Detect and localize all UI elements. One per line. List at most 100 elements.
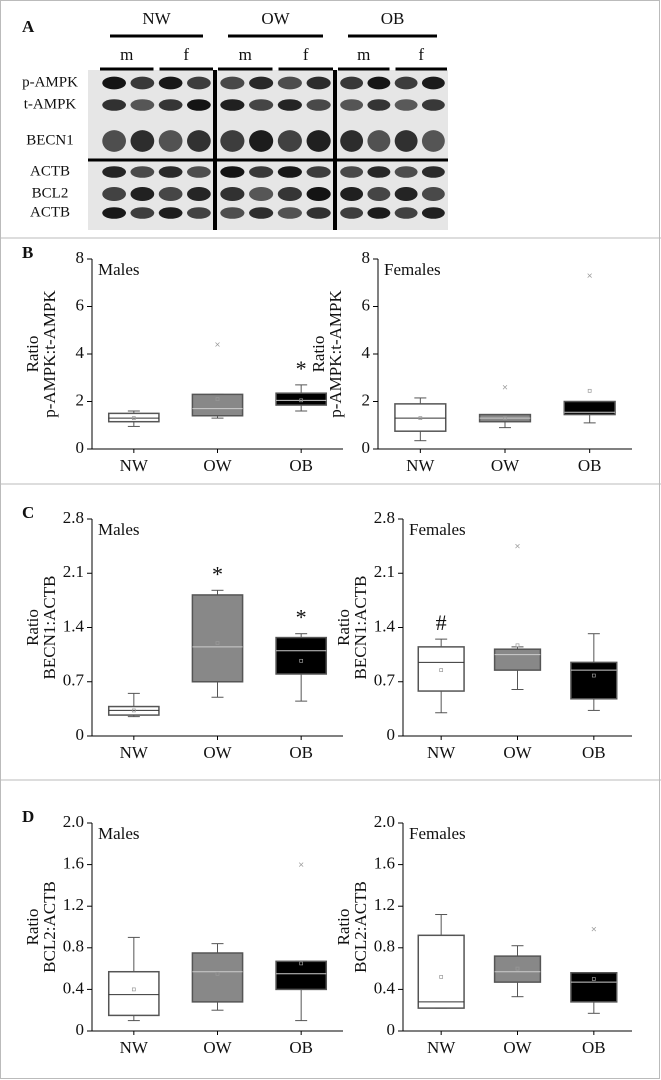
x-tick-label: OW [203, 743, 232, 762]
blot-band [158, 186, 183, 202]
x-tick-label: OB [582, 743, 606, 762]
group-label: OW [261, 9, 290, 28]
y-axis-label: Ratio [334, 909, 353, 946]
blot-band [220, 207, 245, 219]
y-tick-label: 1.6 [63, 854, 84, 873]
outlier [502, 385, 508, 390]
blot-band [340, 130, 364, 152]
significance-marker: * [212, 561, 223, 586]
sex-label: f [418, 45, 424, 64]
blot-band [102, 76, 126, 90]
outlier [587, 273, 592, 278]
box [493, 648, 542, 671]
x-tick-label: NW [427, 1038, 456, 1057]
y-tick-label: 0 [387, 1020, 396, 1039]
blot-band [187, 186, 211, 202]
mean-marker [215, 397, 220, 401]
y-tick-label: 2.0 [63, 812, 84, 831]
x-tick-label: OB [289, 743, 313, 762]
x-tick-label: OW [203, 1038, 232, 1057]
y-tick-label: 6 [362, 295, 371, 314]
blot-band [367, 166, 391, 178]
blot-band [367, 130, 391, 152]
y-tick-label: 0.7 [63, 671, 85, 690]
blot-band [306, 99, 331, 111]
blot-band [306, 76, 331, 90]
blot-band [249, 207, 274, 219]
x-tick-label: NW [120, 1038, 149, 1057]
y-tick-label: 1.2 [63, 895, 84, 914]
blot-band [249, 166, 274, 178]
blot-band [102, 130, 126, 152]
x-tick-label: OW [203, 456, 232, 475]
y-tick-label: 0 [76, 1020, 85, 1039]
y-axis-label: Ratio [23, 909, 42, 946]
y-tick-label: 2.1 [63, 562, 84, 581]
significance-marker: * [296, 605, 307, 630]
panel-label: B [22, 243, 33, 262]
mean-marker [299, 658, 304, 663]
y-tick-label: 0.4 [374, 978, 396, 997]
panel-label: C [22, 503, 34, 522]
y-tick-label: 2.8 [374, 508, 395, 527]
chart-title: Males [98, 520, 140, 539]
blot-band [130, 207, 155, 219]
mean-marker [591, 977, 596, 981]
x-tick-label: OB [289, 1038, 313, 1057]
blot-band [340, 76, 364, 90]
sex-label: f [303, 45, 309, 64]
sex-label: m [120, 45, 133, 64]
blot-band [158, 130, 183, 152]
y-tick-label: 0.7 [374, 671, 396, 690]
x-tick-label: NW [120, 456, 149, 475]
blot-band [394, 186, 418, 202]
sex-label: f [183, 45, 189, 64]
x-tick-label: OW [503, 743, 532, 762]
blot-band [277, 99, 302, 111]
blot-band [187, 130, 211, 152]
outlier [298, 862, 304, 867]
y-tick-label: 2 [362, 390, 371, 409]
blot-band [220, 99, 245, 111]
y-tick-label: 1.6 [374, 854, 395, 873]
box [394, 403, 447, 432]
row-label: p-AMPK [22, 74, 78, 90]
significance-marker: * [296, 356, 307, 381]
blot-band [187, 166, 211, 178]
row-label: ACTB [30, 204, 70, 220]
blot-band [158, 166, 183, 178]
y-tick-label: 1.2 [374, 895, 395, 914]
blot-band [306, 186, 331, 202]
blot-band [277, 207, 302, 219]
y-tick-label: 6 [76, 295, 85, 314]
box [570, 661, 618, 700]
blot-band [421, 207, 445, 219]
y-tick-label: 2.0 [374, 812, 395, 831]
blot-band [130, 130, 155, 152]
x-tick-label: NW [427, 743, 456, 762]
y-tick-label: 0 [362, 438, 371, 457]
blot-band [130, 166, 155, 178]
y-axis-label: BCL2:ACTB [351, 881, 370, 973]
chart-title: Females [409, 824, 466, 843]
box [563, 400, 616, 416]
blot-band [102, 99, 126, 111]
blot-band [249, 76, 274, 90]
blot-band [102, 186, 126, 202]
y-axis-label: Ratio [309, 336, 328, 373]
mean-marker [591, 673, 596, 678]
blot-band [220, 76, 245, 90]
blot-band [421, 99, 445, 111]
y-tick-label: 4 [76, 343, 85, 362]
mean-marker [439, 668, 444, 672]
y-axis-label: BCL2:ACTB [40, 881, 59, 973]
box [493, 955, 542, 983]
y-axis-label: BECN1:ACTB [40, 576, 59, 680]
y-axis-label: p-AMPK:t-AMPK [40, 290, 59, 418]
chart-title: Males [98, 824, 140, 843]
mean-marker [439, 975, 444, 979]
y-axis-label: BECN1:ACTB [351, 576, 370, 680]
group-label: OB [381, 9, 405, 28]
blot-band [220, 186, 245, 202]
